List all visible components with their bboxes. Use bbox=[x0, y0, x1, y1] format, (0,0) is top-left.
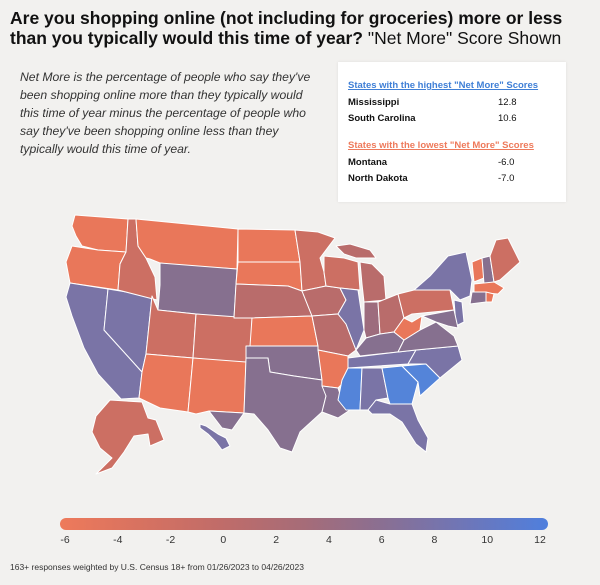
state-value: 10.6 bbox=[498, 113, 517, 124]
scale-tick-label: 4 bbox=[325, 534, 332, 546]
state-north-dakota[interactable] bbox=[237, 228, 301, 263]
state-florida[interactable] bbox=[367, 399, 429, 453]
us-states-choropleth-map bbox=[65, 214, 521, 475]
state-value: 12.8 bbox=[498, 97, 517, 108]
state-maryland-delaware[interactable] bbox=[421, 309, 459, 329]
scale-tick-label: -4 bbox=[113, 534, 123, 546]
top-bottom-states-box: States with the highest "Net More" Score… bbox=[338, 62, 566, 202]
state-name: Mississippi bbox=[348, 97, 400, 108]
scale-tick-label: 0 bbox=[220, 534, 227, 546]
highest-row-2: South Carolina 10.6 bbox=[348, 113, 548, 127]
state-value: -6.0 bbox=[498, 157, 515, 168]
scale-tick-label: 6 bbox=[378, 534, 385, 546]
highest-heading: States with the highest "Net More" Score… bbox=[348, 80, 539, 91]
state-maine[interactable] bbox=[489, 237, 521, 283]
title-suffix: "Net More" Score Shown bbox=[367, 28, 562, 48]
state-texas[interactable] bbox=[208, 357, 327, 453]
state-massachusetts[interactable] bbox=[473, 281, 505, 295]
state-name: North Dakota bbox=[348, 173, 408, 184]
state-arizona[interactable] bbox=[138, 353, 194, 413]
state-montana[interactable] bbox=[135, 218, 239, 270]
title-question: Are you shopping online (not including f… bbox=[10, 8, 563, 48]
chart-title: Are you shopping online (not including f… bbox=[10, 8, 590, 48]
footnote: 163+ responses weighted by U.S. Census 1… bbox=[10, 562, 304, 572]
scale-tick-label: -2 bbox=[165, 534, 176, 546]
lowest-heading: States with the lowest "Net More" Scores bbox=[348, 140, 534, 151]
state-washington[interactable] bbox=[71, 214, 129, 253]
state-alaska[interactable] bbox=[91, 399, 165, 475]
scale-tick-label: 10 bbox=[481, 534, 494, 546]
state-name: Montana bbox=[348, 157, 388, 168]
highest-row-1: Mississippi 12.8 bbox=[348, 97, 548, 111]
state-colorado[interactable] bbox=[192, 313, 253, 365]
color-scale-bar bbox=[60, 518, 548, 530]
scale-tick-label: 8 bbox=[431, 534, 438, 546]
state-new-york[interactable] bbox=[413, 251, 473, 301]
state-michigan-upper[interactable] bbox=[335, 243, 377, 259]
state-connecticut[interactable] bbox=[469, 291, 487, 305]
scale-tick-label: -6 bbox=[60, 534, 70, 546]
net-more-description: Net More is the percentage of people who… bbox=[20, 70, 311, 156]
lowest-row-1: Montana -6.0 bbox=[348, 157, 548, 171]
state-louisiana[interactable] bbox=[321, 385, 351, 419]
state-indiana[interactable] bbox=[363, 301, 381, 339]
state-value: -7.0 bbox=[498, 173, 515, 184]
state-name: South Carolina bbox=[348, 113, 416, 124]
scale-tick-label: 2 bbox=[273, 534, 280, 546]
scale-tick-label: 12 bbox=[534, 534, 546, 546]
lowest-row-2: North Dakota -7.0 bbox=[348, 173, 548, 187]
state-rhode-island[interactable] bbox=[485, 291, 495, 303]
state-michigan[interactable] bbox=[359, 261, 387, 303]
state-wisconsin[interactable] bbox=[323, 255, 361, 291]
state-hawaii[interactable] bbox=[199, 423, 231, 451]
state-new-mexico[interactable] bbox=[187, 357, 247, 415]
state-wyoming[interactable] bbox=[157, 262, 238, 319]
state-kansas[interactable] bbox=[249, 315, 319, 347]
state-illinois[interactable] bbox=[337, 287, 365, 351]
